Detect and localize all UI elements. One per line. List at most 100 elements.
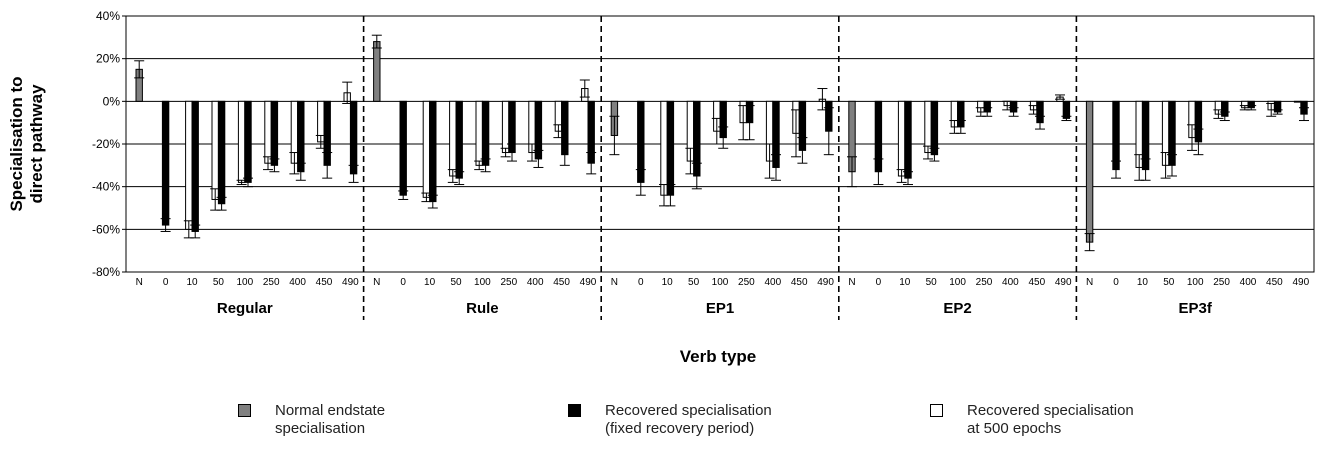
x-category-label: 450 bbox=[316, 277, 333, 288]
x-category-label: 250 bbox=[976, 277, 993, 288]
x-category-label: 400 bbox=[764, 277, 781, 288]
legend-label-500-epochs-line-2: at 500 epochs bbox=[967, 420, 1062, 437]
bars bbox=[134, 34, 1309, 252]
x-category-label: 50 bbox=[926, 277, 938, 288]
bar bbox=[244, 100, 252, 183]
bar bbox=[481, 100, 490, 166]
x-category-label: 50 bbox=[213, 277, 225, 288]
x-category-label: 450 bbox=[553, 277, 570, 288]
legend-swatch-fixed-recovery bbox=[568, 404, 581, 417]
bar bbox=[373, 41, 381, 102]
bar bbox=[449, 100, 457, 177]
x-category-label: 450 bbox=[1028, 277, 1045, 288]
x-category-label: 250 bbox=[263, 277, 280, 288]
bar bbox=[211, 100, 219, 200]
bar bbox=[161, 100, 170, 226]
bar bbox=[501, 100, 510, 154]
x-category-label: 400 bbox=[1240, 277, 1257, 288]
y-tick-label: -20% bbox=[92, 137, 120, 151]
y-axis-title-line-2: direct pathway bbox=[27, 84, 46, 204]
x-group-label: EP2 bbox=[943, 300, 971, 317]
legend-item-normal: Normal endstate specialisation bbox=[238, 402, 505, 438]
bar bbox=[297, 100, 305, 173]
bar bbox=[349, 100, 358, 175]
x-category-label: N bbox=[1086, 277, 1093, 288]
legend-label-normal-line-2: specialisation bbox=[275, 420, 366, 437]
x-category-label: 490 bbox=[342, 277, 359, 288]
x-category-label: 50 bbox=[1163, 277, 1175, 288]
bar bbox=[904, 100, 912, 179]
bar bbox=[1112, 100, 1120, 171]
x-group-label: EP3f bbox=[1179, 300, 1213, 317]
plot-frame bbox=[125, 15, 1315, 273]
x-category-label: 10 bbox=[662, 277, 674, 288]
bar bbox=[666, 100, 675, 196]
y-tick-label: -40% bbox=[92, 180, 120, 194]
x-category-label: 10 bbox=[424, 277, 436, 288]
y-tick-label: 20% bbox=[96, 52, 120, 66]
x-category-label: 0 bbox=[1113, 277, 1119, 288]
x-group-label: Rule bbox=[466, 300, 499, 317]
bar bbox=[270, 100, 279, 166]
y-tick-label: -80% bbox=[92, 265, 120, 279]
bar bbox=[455, 100, 463, 179]
y-axis-title-line-1: Specialisation to bbox=[7, 76, 26, 211]
legend-label-normal-line-1: Normal endstate bbox=[275, 402, 386, 419]
x-category-label: 400 bbox=[527, 277, 544, 288]
x-category-label: 100 bbox=[474, 277, 491, 288]
x-category-label: 490 bbox=[580, 277, 597, 288]
x-group-label: EP1 bbox=[706, 300, 734, 317]
legend-label-normal: Normal endstate specialisation bbox=[275, 402, 505, 438]
x-category-label: 100 bbox=[712, 277, 729, 288]
x-category-label: 400 bbox=[289, 277, 306, 288]
x-category-label: 0 bbox=[638, 277, 644, 288]
x-category-label: 10 bbox=[899, 277, 911, 288]
group-separators bbox=[362, 16, 1078, 320]
legend-label-fixed-recovery: Recovered specialisation (fixed recovery… bbox=[605, 402, 835, 438]
x-category-label: N bbox=[611, 277, 618, 288]
bar bbox=[475, 100, 483, 166]
legend-label-fixed-recovery-line-1: Recovered specialisation bbox=[605, 402, 772, 419]
bar bbox=[930, 100, 939, 156]
legend-label-fixed-recovery-line-2: (fixed recovery period) bbox=[605, 420, 755, 437]
y-tick-label: 40% bbox=[96, 9, 120, 23]
x-category-label: 490 bbox=[1292, 277, 1309, 288]
x-category-label: 10 bbox=[186, 277, 198, 288]
x-category-label: 0 bbox=[400, 277, 406, 288]
chart: 40%20%0%-20%-40%-60%-80% N 0 10 50 100 250 400… bbox=[7, 9, 1315, 366]
bar bbox=[191, 100, 199, 232]
bar bbox=[237, 100, 246, 183]
legend-item-fixed-recovery: Recovered specialisation (fixed recovery… bbox=[568, 402, 835, 438]
x-category-label: N bbox=[136, 277, 143, 288]
bar bbox=[897, 100, 906, 177]
x-category-label: 450 bbox=[1266, 277, 1283, 288]
x-category-label: 490 bbox=[1055, 277, 1072, 288]
x-axis-category-labels: N 0 10 50 100 250 400 450 490 N 0 10 50 100 250 400 450 4… bbox=[136, 277, 1310, 288]
x-category-label: 10 bbox=[1137, 277, 1149, 288]
legend-swatch-normal bbox=[238, 404, 251, 417]
legend-swatch-500-epochs bbox=[930, 404, 943, 417]
x-category-label: 250 bbox=[738, 277, 755, 288]
bar bbox=[1293, 100, 1302, 103]
x-category-label: 50 bbox=[688, 277, 700, 288]
x-category-label: 250 bbox=[1213, 277, 1230, 288]
x-category-label: 100 bbox=[949, 277, 966, 288]
bar bbox=[399, 100, 407, 196]
y-tick-label: 0% bbox=[103, 94, 121, 108]
legend-label-500-epochs: Recovered specialisation at 500 epochs bbox=[967, 402, 1197, 438]
legend-item-500-epochs: Recovered specialisation at 500 epochs bbox=[930, 402, 1197, 438]
bar bbox=[264, 100, 272, 164]
x-category-label: 250 bbox=[500, 277, 517, 288]
x-category-label: 50 bbox=[450, 277, 462, 288]
y-axis-ticks: 40% 20% 0% -20% -40% -60% -80% bbox=[92, 9, 126, 279]
bar bbox=[924, 100, 932, 154]
legend-label-500-epochs-line-1: Recovered specialisation bbox=[967, 402, 1134, 419]
x-group-label: Regular bbox=[217, 300, 273, 317]
x-axis-title: Verb type bbox=[680, 347, 757, 366]
bar bbox=[217, 100, 226, 205]
bar bbox=[660, 100, 668, 196]
x-category-label: 0 bbox=[163, 277, 169, 288]
bar bbox=[422, 100, 431, 198]
x-category-label: N bbox=[373, 277, 380, 288]
x-axis-group-labels: Regular Rule EP1 EP2 EP3f bbox=[217, 300, 1213, 317]
